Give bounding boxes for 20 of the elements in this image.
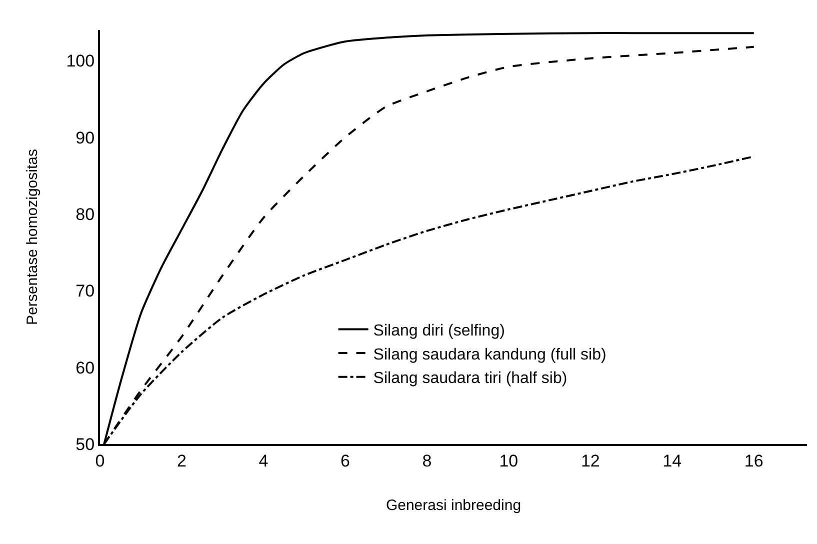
legend-label: Silang saudara kandung (full sib)	[373, 346, 606, 364]
y-tick-label: 70	[76, 282, 95, 301]
legend-label: Silang saudara tiri (half sib)	[373, 370, 568, 388]
x-tick-label: 4	[258, 451, 268, 470]
y-tick-label: 80	[76, 204, 95, 224]
x-tick-label: 16	[744, 451, 764, 470]
x-tick-label: 6	[340, 451, 350, 470]
legend-label: Silang diri (selfing)	[373, 322, 505, 340]
x-tick-label: 2	[176, 451, 186, 470]
x-tick-label: 10	[499, 451, 518, 470]
x-tick-label: 14	[662, 451, 682, 470]
y-tick-label: 50	[76, 434, 95, 454]
y-tick-label: 60	[76, 358, 95, 378]
x-tick-label: 0	[95, 451, 105, 470]
x-tick-label: 12	[580, 451, 600, 470]
y-tick-label: 90	[76, 128, 95, 148]
x-tick-label: 8	[422, 451, 432, 470]
x-axis-title: Generasi inbreeding	[386, 496, 522, 514]
y-axis-title: Persentase homozigositas	[24, 149, 41, 325]
y-tick-label: 100	[66, 52, 95, 71]
